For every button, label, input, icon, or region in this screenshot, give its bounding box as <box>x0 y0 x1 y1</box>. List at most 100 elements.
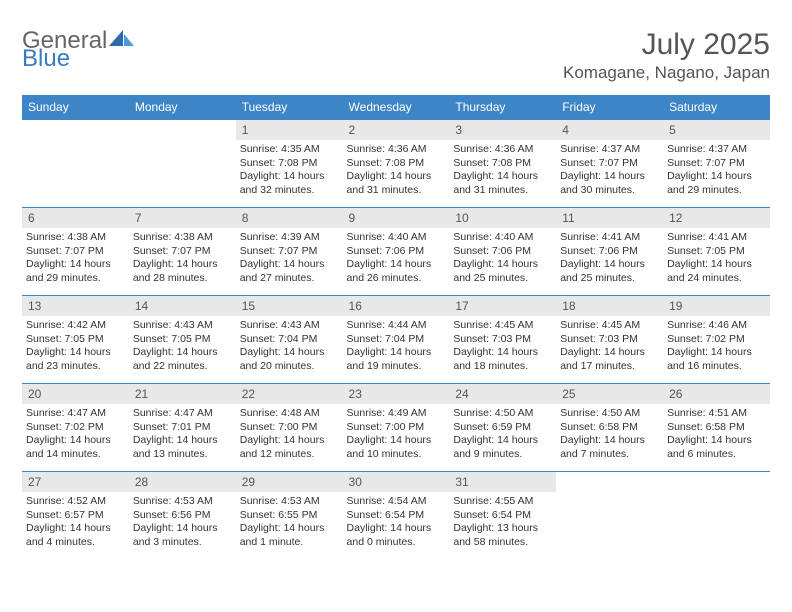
day-number: 12 <box>663 208 770 228</box>
sunset-text: Sunset: 7:04 PM <box>240 333 339 347</box>
day-number: 11 <box>556 208 663 228</box>
daylight-text: Daylight: 14 hours and 31 minutes. <box>453 170 552 197</box>
sunset-text: Sunset: 7:04 PM <box>347 333 446 347</box>
calendar-week-row: 6Sunrise: 4:38 AMSunset: 7:07 PMDaylight… <box>22 208 770 296</box>
sunrise-text: Sunrise: 4:47 AM <box>133 407 232 421</box>
day-data: Sunrise: 4:49 AMSunset: 7:00 PMDaylight:… <box>343 404 450 464</box>
calendar-day-cell: 29Sunrise: 4:53 AMSunset: 6:55 PMDayligh… <box>236 472 343 560</box>
calendar-day-cell: 31Sunrise: 4:55 AMSunset: 6:54 PMDayligh… <box>449 472 556 560</box>
day-data: Sunrise: 4:55 AMSunset: 6:54 PMDaylight:… <box>449 492 556 552</box>
day-number: 30 <box>343 472 450 492</box>
sunrise-text: Sunrise: 4:55 AM <box>453 495 552 509</box>
weekday-header: Friday <box>556 95 663 120</box>
calendar-day-cell: 16Sunrise: 4:44 AMSunset: 7:04 PMDayligh… <box>343 296 450 384</box>
calendar-day-cell: 10Sunrise: 4:40 AMSunset: 7:06 PMDayligh… <box>449 208 556 296</box>
calendar-day-cell: 19Sunrise: 4:46 AMSunset: 7:02 PMDayligh… <box>663 296 770 384</box>
calendar-day-cell: 4Sunrise: 4:37 AMSunset: 7:07 PMDaylight… <box>556 120 663 208</box>
day-number: 4 <box>556 120 663 140</box>
daylight-text: Daylight: 14 hours and 24 minutes. <box>667 258 766 285</box>
calendar-empty-cell <box>129 120 236 208</box>
sunset-text: Sunset: 7:06 PM <box>560 245 659 259</box>
sunset-text: Sunset: 7:03 PM <box>560 333 659 347</box>
daylight-text: Daylight: 14 hours and 30 minutes. <box>560 170 659 197</box>
sunrise-text: Sunrise: 4:51 AM <box>667 407 766 421</box>
sunrise-text: Sunrise: 4:44 AM <box>347 319 446 333</box>
day-number: 22 <box>236 384 343 404</box>
calendar-day-cell: 21Sunrise: 4:47 AMSunset: 7:01 PMDayligh… <box>129 384 236 472</box>
calendar-empty-cell <box>22 120 129 208</box>
location: Komagane, Nagano, Japan <box>563 63 770 83</box>
sunrise-text: Sunrise: 4:41 AM <box>667 231 766 245</box>
calendar-day-cell: 26Sunrise: 4:51 AMSunset: 6:58 PMDayligh… <box>663 384 770 472</box>
day-data: Sunrise: 4:45 AMSunset: 7:03 PMDaylight:… <box>556 316 663 376</box>
calendar-day-cell: 5Sunrise: 4:37 AMSunset: 7:07 PMDaylight… <box>663 120 770 208</box>
calendar-day-cell: 14Sunrise: 4:43 AMSunset: 7:05 PMDayligh… <box>129 296 236 384</box>
daylight-text: Daylight: 14 hours and 17 minutes. <box>560 346 659 373</box>
day-data: Sunrise: 4:52 AMSunset: 6:57 PMDaylight:… <box>22 492 129 552</box>
daylight-text: Daylight: 14 hours and 14 minutes. <box>26 434 125 461</box>
daylight-text: Daylight: 14 hours and 29 minutes. <box>26 258 125 285</box>
month-title: July 2025 <box>563 28 770 62</box>
calendar-day-cell: 15Sunrise: 4:43 AMSunset: 7:04 PMDayligh… <box>236 296 343 384</box>
day-data: Sunrise: 4:43 AMSunset: 7:04 PMDaylight:… <box>236 316 343 376</box>
calendar-empty-cell <box>556 472 663 560</box>
title-block: July 2025 Komagane, Nagano, Japan <box>563 28 770 83</box>
day-number: 29 <box>236 472 343 492</box>
daylight-text: Daylight: 14 hours and 9 minutes. <box>453 434 552 461</box>
calendar-week-row: 27Sunrise: 4:52 AMSunset: 6:57 PMDayligh… <box>22 472 770 560</box>
day-data: Sunrise: 4:53 AMSunset: 6:56 PMDaylight:… <box>129 492 236 552</box>
daylight-text: Daylight: 14 hours and 25 minutes. <box>453 258 552 285</box>
calendar-empty-cell <box>663 472 770 560</box>
day-data: Sunrise: 4:43 AMSunset: 7:05 PMDaylight:… <box>129 316 236 376</box>
sunrise-text: Sunrise: 4:53 AM <box>240 495 339 509</box>
daylight-text: Daylight: 14 hours and 12 minutes. <box>240 434 339 461</box>
sunset-text: Sunset: 7:07 PM <box>240 245 339 259</box>
daylight-text: Daylight: 14 hours and 31 minutes. <box>347 170 446 197</box>
day-number: 1 <box>236 120 343 140</box>
daylight-text: Daylight: 14 hours and 1 minute. <box>240 522 339 549</box>
day-number: 20 <box>22 384 129 404</box>
day-data: Sunrise: 4:48 AMSunset: 7:00 PMDaylight:… <box>236 404 343 464</box>
day-data: Sunrise: 4:45 AMSunset: 7:03 PMDaylight:… <box>449 316 556 376</box>
sunset-text: Sunset: 7:00 PM <box>240 421 339 435</box>
day-number: 27 <box>22 472 129 492</box>
sunrise-text: Sunrise: 4:35 AM <box>240 143 339 157</box>
sunrise-text: Sunrise: 4:43 AM <box>240 319 339 333</box>
sunset-text: Sunset: 7:00 PM <box>347 421 446 435</box>
sunset-text: Sunset: 7:07 PM <box>560 157 659 171</box>
weekday-header: Saturday <box>663 95 770 120</box>
sunrise-text: Sunrise: 4:52 AM <box>26 495 125 509</box>
day-number: 3 <box>449 120 556 140</box>
daylight-text: Daylight: 14 hours and 4 minutes. <box>26 522 125 549</box>
day-data: Sunrise: 4:35 AMSunset: 7:08 PMDaylight:… <box>236 140 343 200</box>
calendar-week-row: 13Sunrise: 4:42 AMSunset: 7:05 PMDayligh… <box>22 296 770 384</box>
sunset-text: Sunset: 6:57 PM <box>26 509 125 523</box>
sunset-text: Sunset: 6:54 PM <box>347 509 446 523</box>
calendar-day-cell: 2Sunrise: 4:36 AMSunset: 7:08 PMDaylight… <box>343 120 450 208</box>
calendar-page: GeneralBlue July 2025 Komagane, Nagano, … <box>0 0 792 580</box>
calendar-day-cell: 25Sunrise: 4:50 AMSunset: 6:58 PMDayligh… <box>556 384 663 472</box>
sunset-text: Sunset: 6:54 PM <box>453 509 552 523</box>
daylight-text: Daylight: 14 hours and 13 minutes. <box>133 434 232 461</box>
daylight-text: Daylight: 14 hours and 7 minutes. <box>560 434 659 461</box>
sunrise-text: Sunrise: 4:40 AM <box>347 231 446 245</box>
day-number: 19 <box>663 296 770 316</box>
calendar-week-row: 1Sunrise: 4:35 AMSunset: 7:08 PMDaylight… <box>22 120 770 208</box>
sunset-text: Sunset: 7:05 PM <box>133 333 232 347</box>
calendar-day-cell: 20Sunrise: 4:47 AMSunset: 7:02 PMDayligh… <box>22 384 129 472</box>
weekday-header: Wednesday <box>343 95 450 120</box>
day-data: Sunrise: 4:50 AMSunset: 6:59 PMDaylight:… <box>449 404 556 464</box>
day-data: Sunrise: 4:41 AMSunset: 7:05 PMDaylight:… <box>663 228 770 288</box>
sunrise-text: Sunrise: 4:43 AM <box>133 319 232 333</box>
day-data: Sunrise: 4:42 AMSunset: 7:05 PMDaylight:… <box>22 316 129 376</box>
sunset-text: Sunset: 7:06 PM <box>347 245 446 259</box>
sunrise-text: Sunrise: 4:41 AM <box>560 231 659 245</box>
day-data: Sunrise: 4:36 AMSunset: 7:08 PMDaylight:… <box>449 140 556 200</box>
sunrise-text: Sunrise: 4:50 AM <box>453 407 552 421</box>
daylight-text: Daylight: 14 hours and 19 minutes. <box>347 346 446 373</box>
day-data: Sunrise: 4:47 AMSunset: 7:02 PMDaylight:… <box>22 404 129 464</box>
day-number: 28 <box>129 472 236 492</box>
sunrise-text: Sunrise: 4:45 AM <box>453 319 552 333</box>
day-number: 7 <box>129 208 236 228</box>
daylight-text: Daylight: 14 hours and 6 minutes. <box>667 434 766 461</box>
